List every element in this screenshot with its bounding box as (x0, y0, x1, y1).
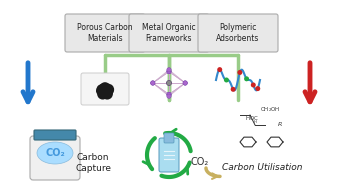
Text: Metal Organic
Frameworks: Metal Organic Frameworks (142, 23, 196, 43)
Text: Carbon Utilisation: Carbon Utilisation (222, 163, 302, 173)
Text: $\mathsf{HO\underset{H}{C}}$: $\mathsf{HO\underset{H}{C}}$ (245, 114, 259, 126)
Circle shape (96, 87, 105, 95)
Ellipse shape (37, 142, 73, 164)
Circle shape (255, 86, 260, 91)
Circle shape (224, 77, 229, 82)
Circle shape (244, 76, 249, 81)
FancyBboxPatch shape (81, 73, 129, 105)
Text: Polymeric
Adsorbents: Polymeric Adsorbents (216, 23, 260, 43)
FancyBboxPatch shape (164, 133, 174, 143)
Circle shape (167, 94, 171, 98)
Circle shape (151, 81, 155, 85)
Text: $\mathsf{CH_2OH}$: $\mathsf{CH_2OH}$ (260, 105, 280, 115)
Circle shape (167, 81, 171, 85)
Circle shape (103, 88, 113, 97)
Circle shape (183, 81, 187, 85)
Circle shape (167, 81, 171, 85)
Circle shape (167, 81, 171, 85)
FancyBboxPatch shape (198, 14, 278, 52)
Circle shape (217, 67, 222, 72)
Circle shape (103, 84, 111, 93)
FancyBboxPatch shape (159, 138, 179, 172)
Circle shape (167, 92, 171, 97)
Circle shape (167, 81, 171, 85)
Text: CO₂: CO₂ (191, 157, 209, 167)
Text: Carbon
Capture: Carbon Capture (75, 153, 111, 173)
Circle shape (101, 88, 113, 100)
Circle shape (167, 81, 171, 85)
Circle shape (105, 87, 114, 95)
FancyBboxPatch shape (65, 14, 145, 52)
Circle shape (167, 81, 171, 85)
Circle shape (183, 81, 187, 85)
Circle shape (167, 81, 171, 85)
Circle shape (167, 92, 171, 97)
Circle shape (167, 68, 171, 72)
Circle shape (167, 81, 171, 85)
Circle shape (167, 69, 171, 74)
Circle shape (251, 82, 256, 88)
Circle shape (237, 70, 242, 75)
Circle shape (231, 87, 236, 92)
Circle shape (99, 82, 111, 94)
Circle shape (98, 88, 106, 97)
FancyBboxPatch shape (34, 130, 76, 140)
Text: R: R (278, 122, 282, 128)
Circle shape (167, 81, 171, 85)
Circle shape (96, 84, 107, 95)
Circle shape (167, 69, 171, 74)
FancyBboxPatch shape (30, 136, 80, 180)
Circle shape (99, 84, 107, 92)
Text: Porous Carbon
Materials: Porous Carbon Materials (77, 23, 133, 43)
FancyBboxPatch shape (129, 14, 209, 52)
Text: CO₂: CO₂ (45, 148, 65, 158)
Circle shape (100, 88, 110, 98)
Circle shape (102, 84, 114, 95)
Circle shape (97, 88, 108, 100)
Circle shape (151, 81, 155, 85)
